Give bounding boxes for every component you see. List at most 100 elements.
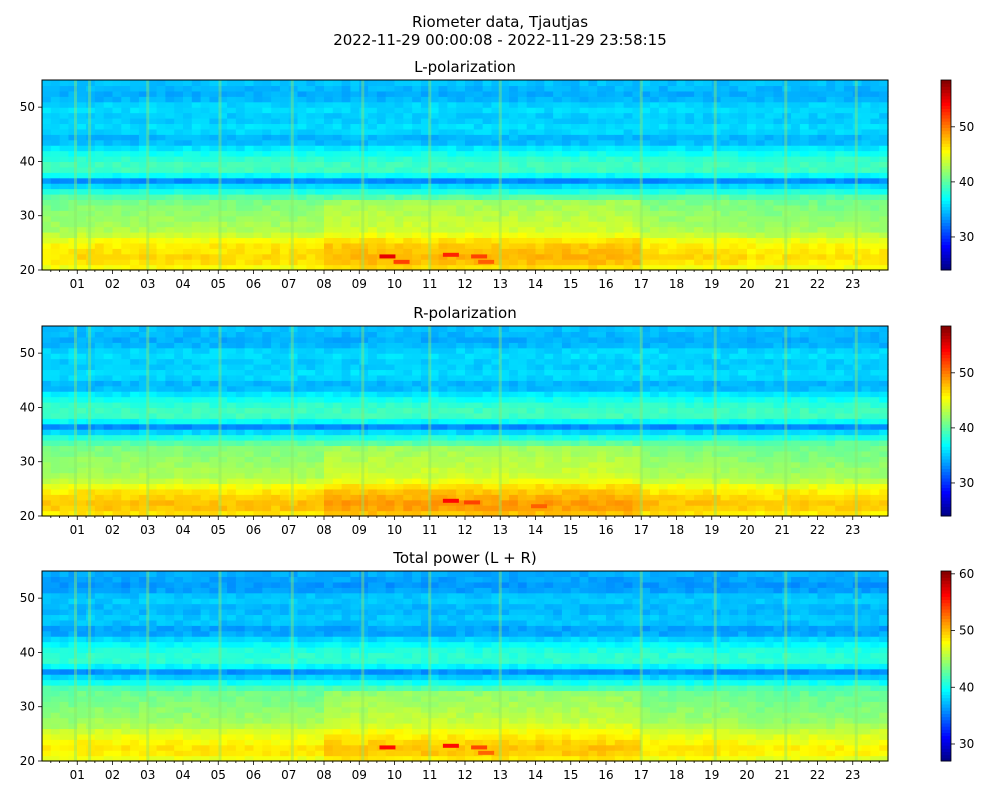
heatmap-cell xyxy=(42,358,52,365)
heatmap-cell xyxy=(676,177,686,184)
heatmap-cell xyxy=(385,440,396,447)
heatmap-cell xyxy=(729,221,739,228)
heatmap-cell xyxy=(782,161,792,168)
heatmap-cell xyxy=(773,172,783,179)
heatmap-cell xyxy=(341,139,352,146)
heatmap-cell xyxy=(174,358,184,365)
heatmap-cell xyxy=(394,80,404,87)
heatmap-cell xyxy=(394,467,404,474)
heatmap-cell xyxy=(447,166,457,173)
heatmap-cell xyxy=(641,259,651,266)
heatmap-cell xyxy=(218,369,228,376)
heatmap-cell xyxy=(535,199,545,206)
heatmap-cell xyxy=(103,204,114,211)
heatmap-cell xyxy=(174,232,184,239)
heatmap-cell xyxy=(711,118,722,125)
heatmap-cell xyxy=(121,172,131,179)
heatmap-cell xyxy=(147,478,158,485)
heatmap-cell xyxy=(544,232,554,239)
heatmap-cell xyxy=(209,221,219,228)
heatmap-cell xyxy=(288,177,299,184)
heatmap-cell xyxy=(227,150,237,157)
heatmap-cell xyxy=(209,215,219,222)
colorbar-segment xyxy=(941,190,951,195)
heatmap-cell xyxy=(174,150,184,157)
heatmap-cell xyxy=(376,107,387,114)
heatmap-cell xyxy=(324,347,334,354)
heatmap-cell xyxy=(350,248,360,255)
heatmap-cell xyxy=(799,194,810,201)
heatmap-cell xyxy=(165,407,175,414)
heatmap-cell xyxy=(42,221,52,228)
heatmap-cell xyxy=(641,242,651,249)
heatmap-cell xyxy=(500,183,510,190)
heatmap-cell xyxy=(561,232,572,239)
heatmap-cell xyxy=(235,242,246,249)
heatmap-cell xyxy=(482,85,493,92)
heatmap-cell xyxy=(385,161,396,168)
heatmap-cell xyxy=(368,90,378,97)
heatmap-cell xyxy=(579,177,589,184)
heatmap-cell xyxy=(676,118,686,125)
heatmap-cell xyxy=(235,461,246,468)
heatmap-cell xyxy=(227,499,237,506)
heatmap-cell xyxy=(218,204,228,211)
x-tick-label: 14 xyxy=(528,277,543,291)
heatmap-cell xyxy=(438,139,448,146)
heatmap-cell xyxy=(235,128,246,135)
heatmap-cell xyxy=(68,112,78,119)
heatmap-cell xyxy=(843,194,854,201)
heatmap-cell xyxy=(570,150,581,157)
heatmap-cell xyxy=(332,177,343,184)
heatmap-cell xyxy=(385,194,396,201)
heatmap-cell xyxy=(359,336,369,343)
heatmap-cell xyxy=(526,183,537,190)
heatmap-cell xyxy=(112,456,122,463)
heatmap-cell xyxy=(852,221,863,228)
heatmap-cell xyxy=(191,342,202,349)
heatmap-cell xyxy=(694,145,704,152)
heatmap-cell xyxy=(235,478,246,485)
heatmap-cell xyxy=(103,461,114,468)
heatmap-cell xyxy=(694,101,704,108)
heatmap-cell xyxy=(553,90,563,97)
heatmap-cell xyxy=(235,96,246,103)
heatmap-cell xyxy=(606,259,616,266)
panel-title: L-polarization xyxy=(414,58,516,76)
heatmap-cell xyxy=(86,107,96,114)
heatmap-cell xyxy=(94,440,105,447)
heatmap-cell xyxy=(658,199,669,206)
heatmap-cell xyxy=(473,161,484,168)
heatmap-cell xyxy=(183,145,193,152)
heatmap-cell xyxy=(614,145,625,152)
heatmap-cell xyxy=(262,118,272,125)
heatmap-cell xyxy=(623,112,634,119)
heatmap-cell xyxy=(191,96,202,103)
heatmap-cell xyxy=(156,478,166,485)
heatmap-cell xyxy=(121,123,131,130)
heatmap-cell xyxy=(218,353,228,360)
heatmap-cell xyxy=(456,134,466,141)
heatmap-cell xyxy=(738,188,748,195)
heatmap-cell xyxy=(244,412,255,419)
heatmap-cell xyxy=(606,199,616,206)
heatmap-cell xyxy=(614,253,625,260)
heatmap-cell xyxy=(138,85,149,92)
heatmap-cell xyxy=(50,90,61,97)
heatmap-cell xyxy=(861,156,871,163)
heatmap-cell xyxy=(500,112,510,119)
heatmap-cell xyxy=(535,150,545,157)
heatmap-cell xyxy=(86,434,96,441)
heatmap-cell xyxy=(509,226,519,233)
heatmap-cell xyxy=(42,118,52,125)
heatmap-cell xyxy=(103,134,114,141)
heatmap-cell xyxy=(244,145,255,152)
heatmap-cell xyxy=(183,210,193,217)
heatmap-cell xyxy=(165,488,175,495)
heatmap-cell xyxy=(306,204,316,211)
heatmap-cell xyxy=(50,139,61,146)
heatmap-cell xyxy=(183,472,193,479)
heatmap-cell xyxy=(200,483,211,490)
heatmap-cell xyxy=(68,472,78,479)
